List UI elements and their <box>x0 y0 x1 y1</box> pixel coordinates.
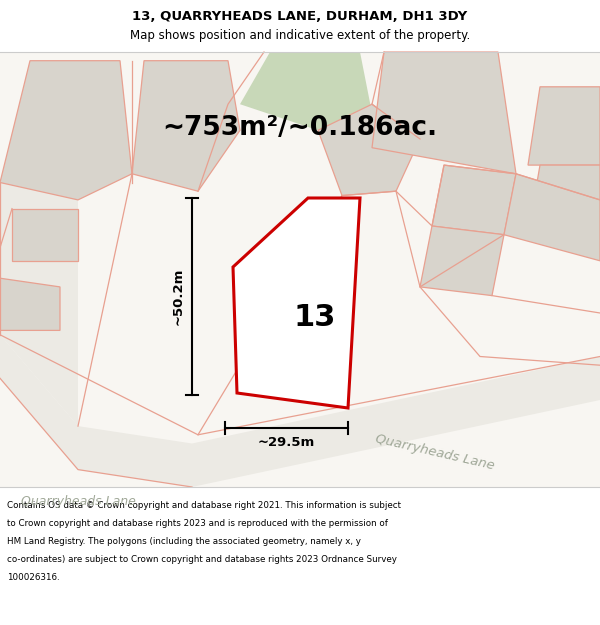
Text: to Crown copyright and database rights 2023 and is reproduced with the permissio: to Crown copyright and database rights 2… <box>7 519 388 528</box>
Polygon shape <box>0 335 600 487</box>
Polygon shape <box>318 104 420 196</box>
Bar <box>0 0 600 52</box>
Polygon shape <box>0 61 132 200</box>
Text: ~29.5m: ~29.5m <box>258 436 315 449</box>
Polygon shape <box>12 209 78 261</box>
Text: ~753m²/~0.186ac.: ~753m²/~0.186ac. <box>163 115 437 141</box>
Polygon shape <box>0 278 60 331</box>
Polygon shape <box>0 148 78 426</box>
Text: Quarryheads Lane: Quarryheads Lane <box>20 496 136 509</box>
Text: ~50.2m: ~50.2m <box>172 268 185 325</box>
Polygon shape <box>372 52 516 174</box>
Polygon shape <box>528 87 600 165</box>
Text: 13: 13 <box>294 304 336 332</box>
Text: Contains OS data © Crown copyright and database right 2021. This information is : Contains OS data © Crown copyright and d… <box>7 501 401 510</box>
Text: HM Land Registry. The polygons (including the associated geometry, namely x, y: HM Land Registry. The polygons (includin… <box>7 537 361 546</box>
Bar <box>0 52 600 487</box>
Polygon shape <box>528 165 600 235</box>
Polygon shape <box>233 198 360 408</box>
Polygon shape <box>504 174 600 261</box>
Text: 13, QUARRYHEADS LANE, DURHAM, DH1 3DY: 13, QUARRYHEADS LANE, DURHAM, DH1 3DY <box>133 9 467 22</box>
Text: Map shows position and indicative extent of the property.: Map shows position and indicative extent… <box>130 29 470 41</box>
Polygon shape <box>420 226 504 296</box>
Polygon shape <box>240 52 372 130</box>
Text: Quarryheads Lane: Quarryheads Lane <box>374 432 496 472</box>
Text: co-ordinates) are subject to Crown copyright and database rights 2023 Ordnance S: co-ordinates) are subject to Crown copyr… <box>7 555 397 564</box>
Bar <box>0 487 600 625</box>
Text: 100026316.: 100026316. <box>7 573 59 582</box>
Polygon shape <box>432 165 516 235</box>
Polygon shape <box>132 61 240 191</box>
